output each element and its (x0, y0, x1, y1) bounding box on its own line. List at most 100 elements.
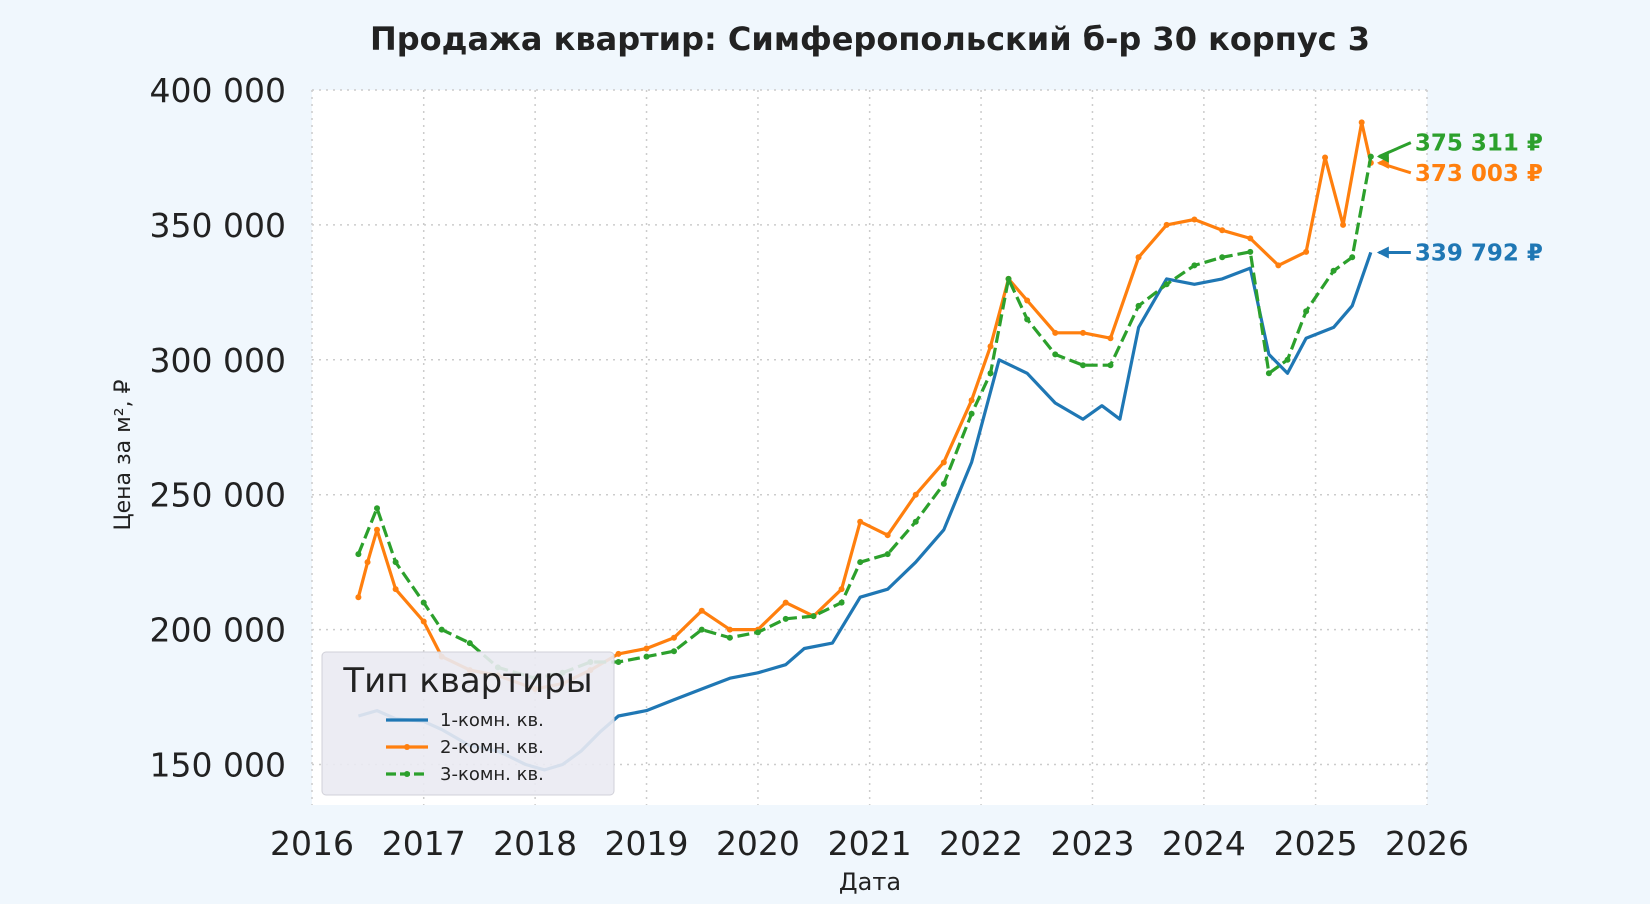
series-point-3 (643, 653, 650, 660)
series-point-3 (1247, 248, 1254, 255)
series-point-3 (671, 648, 678, 655)
series-point-3 (1005, 275, 1012, 282)
end-label: 339 792 ₽ (1415, 240, 1543, 266)
series-point-3 (987, 370, 994, 377)
series-point-3 (1219, 254, 1226, 261)
series-point-2 (1135, 254, 1142, 261)
series-point-2 (1107, 335, 1114, 342)
legend-item-label: 2-комн. кв. (440, 737, 544, 758)
series-point-2 (615, 650, 622, 657)
series-point-2 (857, 518, 864, 525)
series-point-3 (392, 559, 399, 566)
series-point-3 (1303, 308, 1310, 315)
grid-lines (311, 89, 1428, 805)
series-point-3 (355, 551, 362, 558)
legend-box (321, 651, 615, 796)
series-point-2 (1275, 262, 1282, 269)
series-point-2 (1052, 329, 1059, 336)
legend-marker (404, 771, 410, 777)
series-point-2 (1303, 248, 1310, 255)
series-point-3 (1330, 267, 1337, 274)
series-point-3 (940, 480, 947, 487)
end-arrowhead (1376, 246, 1389, 259)
series-point-2 (1322, 154, 1329, 161)
series-point-2 (374, 526, 381, 533)
x-tick-label: 2019 (605, 824, 689, 863)
chart-title: Продажа квартир: Симферопольский б-р 30 … (370, 20, 1370, 58)
end-label: 375 311 ₽ (1415, 131, 1543, 157)
series-point-3 (838, 599, 845, 606)
y-tick-label: 300 000 (150, 341, 286, 380)
y-tick-label: 400 000 (150, 71, 286, 110)
series-point-2 (364, 559, 371, 566)
series-point-3 (1135, 302, 1142, 309)
x-tick-label: 2024 (1162, 824, 1246, 863)
series-point-3 (1024, 316, 1031, 323)
series-point-2 (782, 599, 789, 606)
series-point-2 (698, 607, 705, 614)
x-tick-label: 2020 (716, 824, 800, 863)
series-point-3 (857, 559, 864, 566)
series-point-3 (782, 615, 789, 622)
series-point-2 (968, 397, 975, 404)
series-point-2 (884, 532, 891, 539)
series-point-3 (912, 518, 919, 525)
legend: Тип квартиры 1-комн. кв. 2-комн. кв. 3-ком… (321, 651, 615, 796)
series-point-3 (466, 640, 473, 647)
series-point-3 (1265, 370, 1272, 377)
series-point-3 (1052, 351, 1059, 358)
series-point-3 (754, 629, 761, 636)
x-tick-label: 2017 (382, 824, 466, 863)
y-axis-ticks: 150 000 200 000 250 000 300 000 350 000 400 0… (150, 71, 286, 785)
series-point-3 (1349, 254, 1356, 261)
series-point-3 (374, 505, 381, 512)
x-tick-label: 2018 (493, 824, 577, 863)
series-point-2 (987, 343, 994, 350)
y-tick-label: 350 000 (150, 206, 286, 245)
x-tick-label: 2023 (1050, 824, 1134, 863)
series-point-2 (1163, 221, 1170, 228)
series-point-3 (615, 659, 622, 665)
series-point-3 (1191, 262, 1198, 269)
series-point-3 (1080, 362, 1087, 369)
series-point-2 (940, 459, 947, 466)
y-tick-label: 150 000 (150, 746, 286, 785)
x-tick-label: 2025 (1274, 824, 1358, 863)
x-tick-label: 2021 (828, 824, 912, 863)
series-point-2 (1247, 235, 1254, 242)
y-tick-label: 250 000 (150, 476, 286, 515)
end-label: 373 003 ₽ (1415, 161, 1543, 187)
series-point-3 (698, 626, 705, 633)
series-point-3 (968, 410, 975, 417)
x-tick-label: 2026 (1385, 824, 1469, 863)
series-point-2 (1358, 119, 1365, 126)
end-arrowhead (1376, 150, 1389, 163)
legend-item-label: 1-комн. кв. (440, 710, 544, 731)
series-point-2 (643, 645, 650, 652)
series-point-2 (392, 586, 399, 593)
series-point-3 (884, 551, 891, 558)
series-point-3 (1107, 362, 1114, 369)
series-point-2 (838, 586, 845, 593)
series-point-3 (1163, 281, 1170, 288)
x-axis-ticks: 2016 2017 2018 2019 2020 2021 2022 2023 2024 2025… (270, 824, 1469, 863)
x-tick-label: 2016 (270, 824, 354, 863)
series-point-2 (726, 626, 733, 633)
series-point-3 (438, 626, 445, 633)
legend-marker (404, 744, 410, 750)
x-tick-label: 2022 (939, 824, 1023, 863)
series-point-2 (1024, 297, 1031, 304)
series-point-3 (726, 634, 733, 641)
legend-item-label: 3-комн. кв. (440, 764, 544, 785)
series-point-2 (671, 634, 678, 641)
series-point-3 (810, 613, 817, 620)
series-point-3 (420, 599, 427, 606)
y-axis-label: Цена за м², ₽ (111, 379, 136, 530)
series-point-3 (1367, 153, 1374, 160)
series-point-2 (355, 594, 362, 601)
legend-title: Тип квартиры (342, 661, 592, 701)
series-point-2 (912, 491, 919, 498)
y-tick-label: 200 000 (150, 611, 286, 650)
